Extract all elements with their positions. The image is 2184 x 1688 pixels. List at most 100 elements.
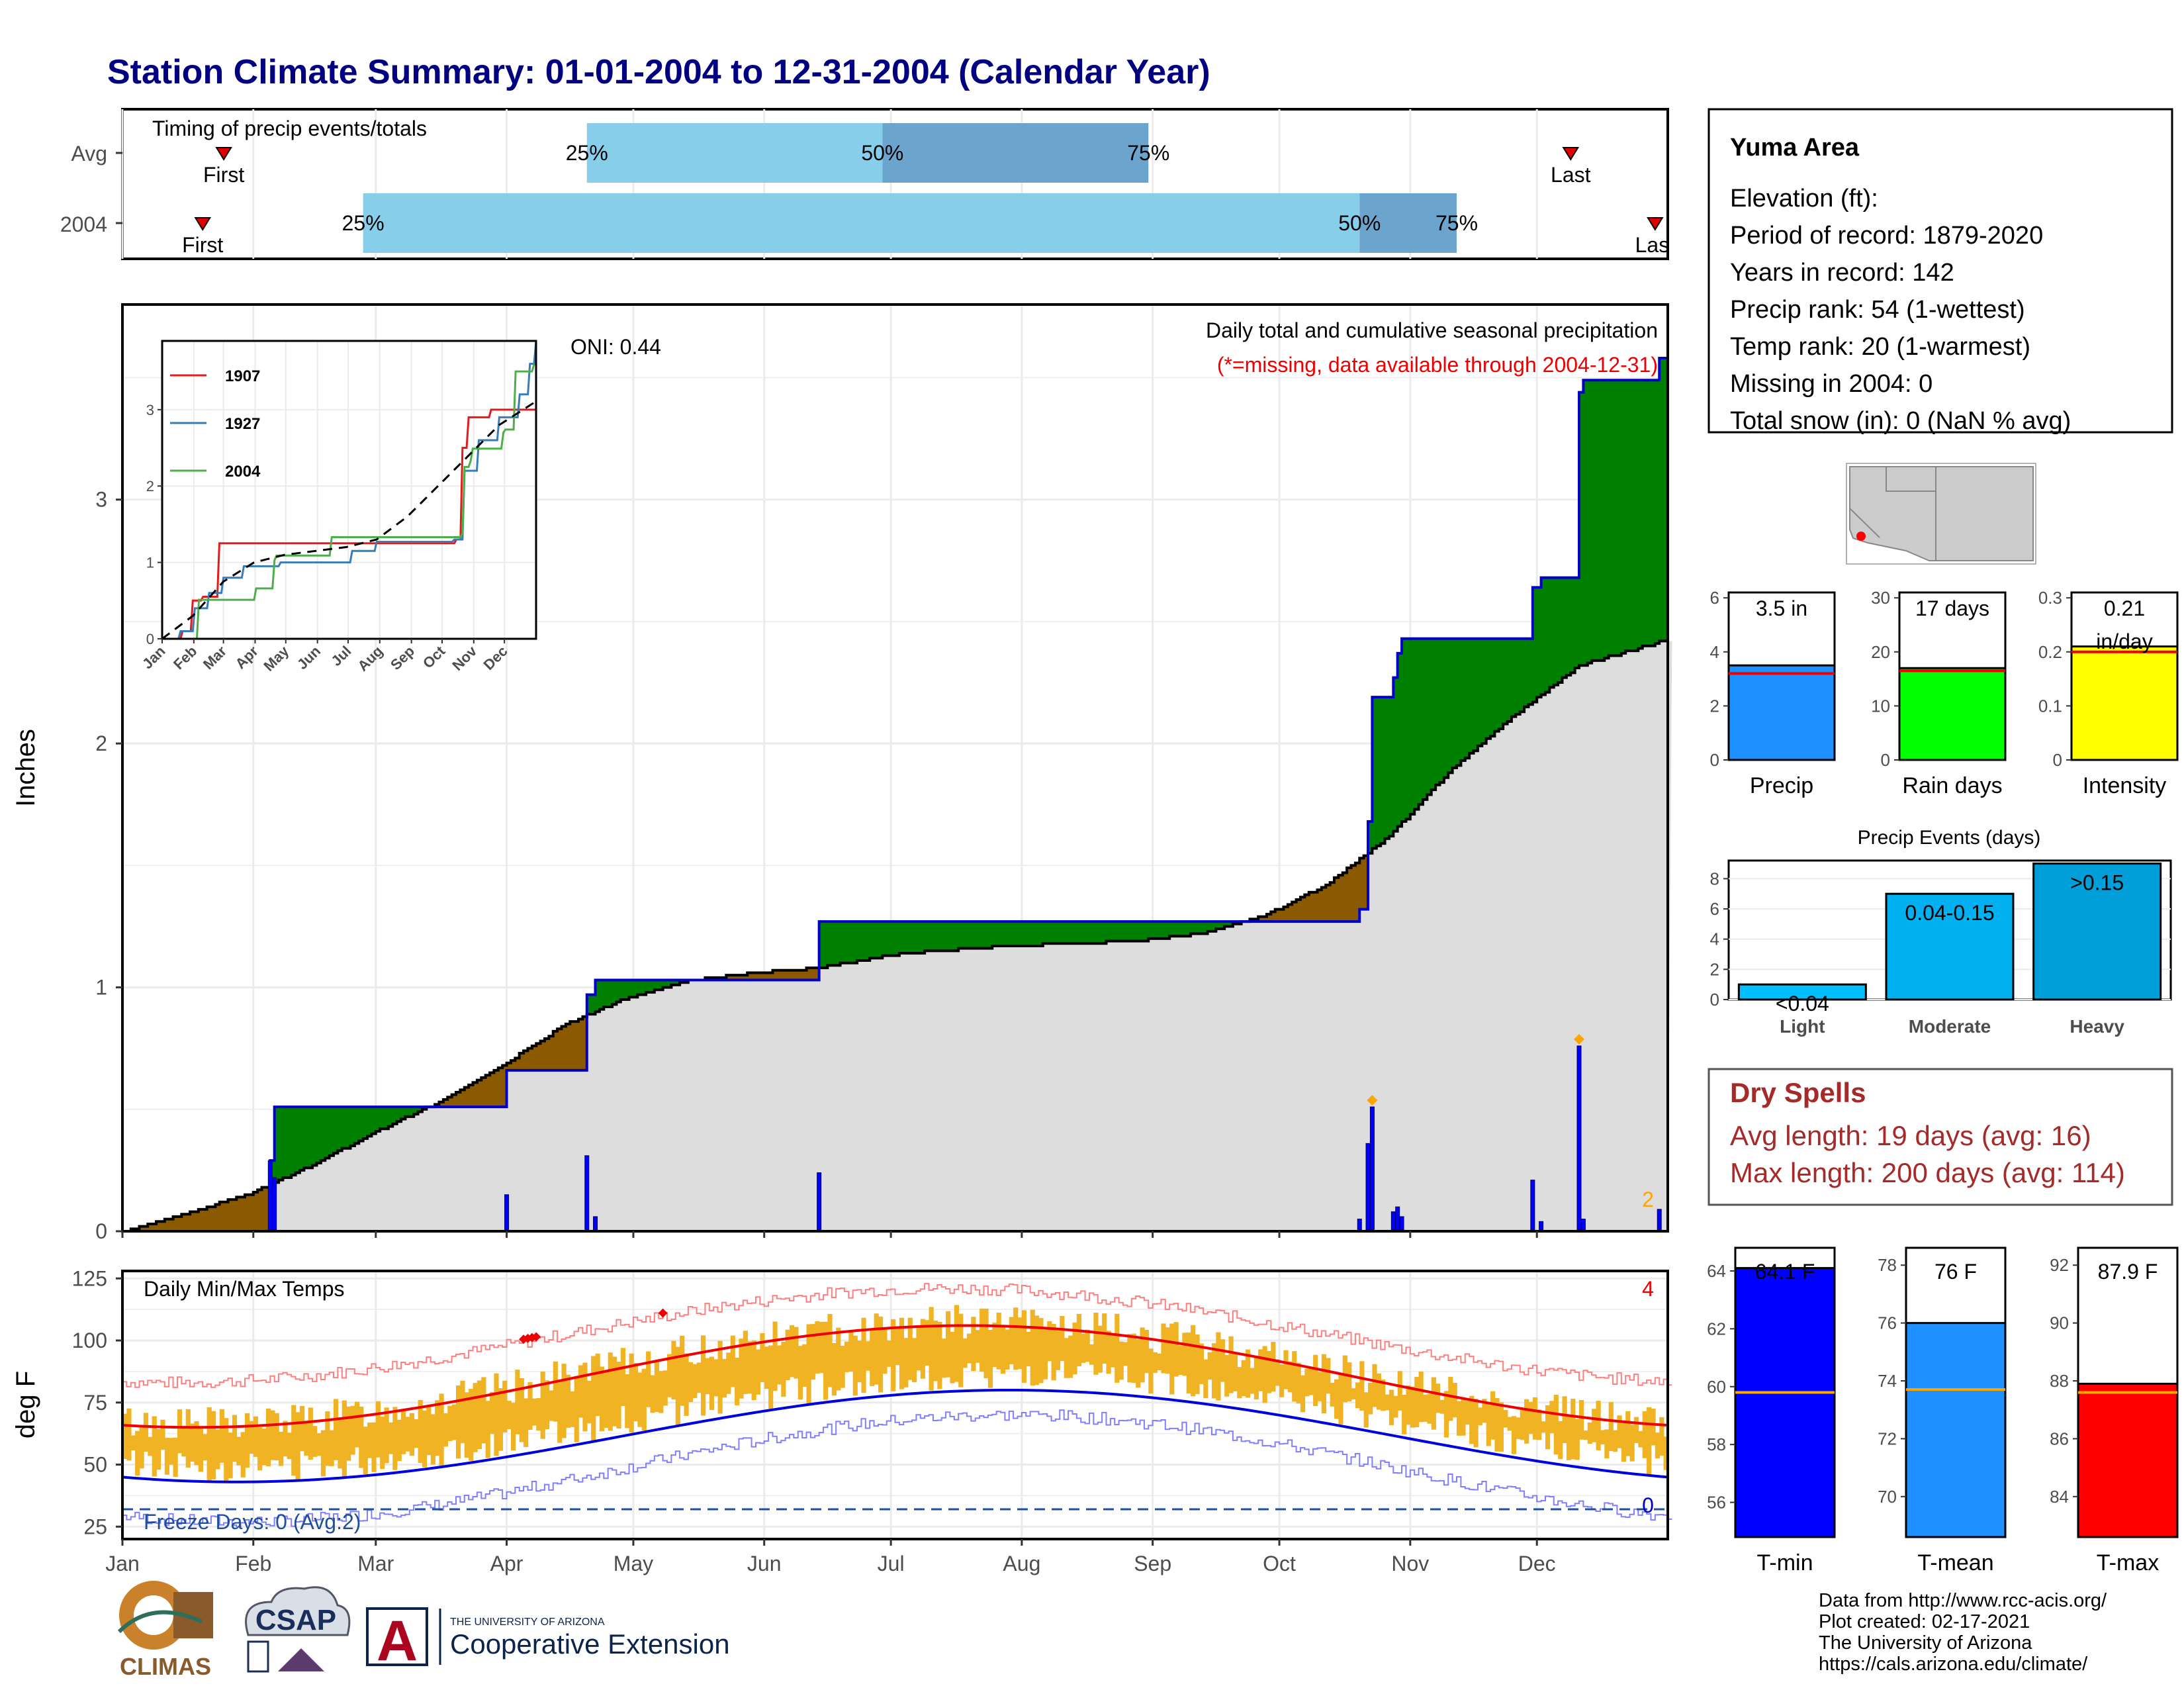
above-average-area xyxy=(363,1107,368,1139)
daily-temp-bar xyxy=(1313,1354,1318,1407)
below-average-area xyxy=(177,1216,182,1231)
daily-precip-bar xyxy=(1369,1106,1375,1232)
daily-temp-bar xyxy=(1283,1350,1289,1389)
daily-temp-bar xyxy=(422,1410,428,1468)
daily-temp-bar xyxy=(1123,1342,1128,1366)
daily-temp-bar xyxy=(751,1340,756,1401)
daily-temp-bar xyxy=(1110,1333,1116,1368)
below-average-area xyxy=(570,1021,575,1070)
daily-temp-bar xyxy=(1549,1401,1555,1433)
below-average-area xyxy=(1300,897,1305,922)
temp-subtitle: Daily Min/Max Temps xyxy=(144,1277,344,1301)
daily-precip-bar xyxy=(267,1160,273,1232)
above-average-area xyxy=(304,1107,309,1168)
last-event-marker xyxy=(1647,217,1664,231)
above-average-area xyxy=(937,921,942,951)
above-average-area xyxy=(920,921,925,953)
above-average-area xyxy=(886,921,891,956)
above-average-area xyxy=(409,1107,414,1117)
above-average-area xyxy=(1469,638,1475,753)
below-average-area xyxy=(531,1046,537,1070)
above-average-area xyxy=(1089,921,1094,944)
daily-temp-bar xyxy=(1030,1309,1035,1386)
daily-temp-bar xyxy=(1541,1421,1546,1433)
footer-line: The University of Arizona xyxy=(1819,1632,2032,1654)
daily-temp-bar xyxy=(494,1373,499,1456)
daily-temp-bar xyxy=(1246,1349,1251,1398)
daily-temp-bar xyxy=(447,1405,453,1442)
above-average-area xyxy=(933,921,938,951)
daily-temp-bar xyxy=(1106,1331,1111,1374)
temp-stat-y-tick-label: 56 xyxy=(1707,1493,1726,1513)
daily-temp-bar xyxy=(794,1327,799,1379)
below-average-area xyxy=(1338,875,1343,922)
timing-pct-label: 75% xyxy=(1127,141,1169,165)
above-average-area xyxy=(1372,697,1377,849)
daily-temp-bar xyxy=(135,1430,140,1476)
below-average-area xyxy=(1304,894,1310,922)
daily-temp-bar xyxy=(895,1329,900,1366)
below-average-area xyxy=(249,1194,254,1231)
above-average-area xyxy=(1136,921,1141,941)
daily-temp-bar xyxy=(781,1341,786,1397)
above-average-area xyxy=(1638,380,1643,649)
daily-temp-bar xyxy=(907,1317,913,1380)
daily-temp-bar xyxy=(612,1356,617,1427)
below-average-area xyxy=(1363,855,1369,910)
daily-temp-bar xyxy=(396,1419,402,1462)
daily-temp-bar xyxy=(1613,1430,1618,1452)
daily-temp-bar xyxy=(625,1374,630,1429)
above-average-area xyxy=(1013,921,1019,946)
above-average-area xyxy=(827,921,833,966)
below-average-area xyxy=(203,1209,208,1231)
above-average-area xyxy=(341,1107,347,1149)
below-average-area xyxy=(797,970,803,980)
above-average-area xyxy=(1161,921,1166,939)
daily-temp-bar xyxy=(249,1421,254,1454)
precip-missing-note: (*=missing, data available through 2004-… xyxy=(1217,353,1658,377)
daily-temp-bar xyxy=(1457,1401,1462,1436)
climas-logo: CLIMAS xyxy=(117,1581,213,1680)
daily-temp-bar xyxy=(1465,1401,1470,1425)
daily-temp-bar xyxy=(920,1319,925,1379)
below-average-area xyxy=(1342,872,1347,922)
below-average-area xyxy=(194,1211,199,1231)
below-average-area xyxy=(164,1219,169,1231)
daily-temp-bar xyxy=(1469,1395,1475,1444)
inset-lines xyxy=(161,340,537,640)
above-average-area xyxy=(865,921,870,961)
daily-temp-bar xyxy=(1013,1307,1019,1370)
daily-temp-bar xyxy=(304,1421,309,1456)
above-average-area xyxy=(1064,921,1069,944)
above-average-area xyxy=(371,1107,377,1134)
above-average-area xyxy=(1152,921,1158,939)
stat-y-tick-label: 6 xyxy=(1710,588,1719,608)
above-average-area xyxy=(1406,638,1411,820)
daily-temp-bar xyxy=(987,1329,993,1388)
daily-temp-bar xyxy=(950,1331,955,1383)
above-average-area xyxy=(329,1107,334,1156)
station-line: Years in record: 142 xyxy=(1730,259,1954,287)
inset-legend-label: 2004 xyxy=(225,463,261,481)
month-tick-label: Oct xyxy=(1263,1552,1296,1575)
below-average-area xyxy=(1317,890,1322,922)
above-average-area xyxy=(823,921,829,968)
daily-temp-bar xyxy=(946,1311,951,1378)
above-average-area xyxy=(1118,921,1124,941)
above-average-area xyxy=(1169,921,1175,937)
event-bar-label: Light xyxy=(1780,1016,1825,1037)
below-average-area xyxy=(181,1214,187,1231)
record-hot-marker xyxy=(531,1332,541,1342)
above-average-area xyxy=(1516,638,1521,714)
inset-legend-label: 1907 xyxy=(225,367,260,385)
daily-temp-bar xyxy=(460,1380,465,1444)
daily-temp-bar xyxy=(481,1377,486,1444)
freeze-days-text: Freeze Days: 0 (Avg:2) xyxy=(144,1510,361,1534)
daily-temp-bar xyxy=(726,1352,731,1394)
daily-temp-bar xyxy=(739,1338,744,1399)
daily-temp-bar xyxy=(232,1415,238,1462)
daily-temp-bar xyxy=(1431,1377,1436,1430)
daily-temp-bar xyxy=(1435,1383,1441,1413)
below-average-area xyxy=(1266,914,1271,922)
daily-temp-bar xyxy=(1604,1429,1610,1459)
